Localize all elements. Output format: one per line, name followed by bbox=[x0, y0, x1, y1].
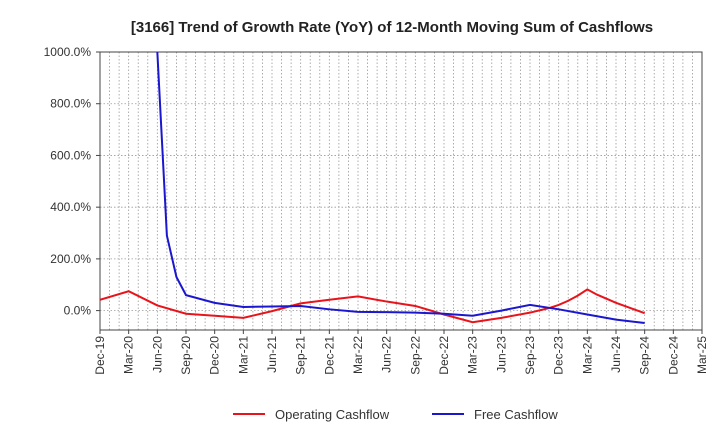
x-tick-label: Dec-24 bbox=[666, 336, 680, 375]
x-tick-label: Mar-22 bbox=[351, 336, 365, 374]
x-tick-label: Mar-20 bbox=[122, 336, 136, 374]
x-tick-label: Jun-20 bbox=[150, 336, 164, 373]
x-tick-label: Mar-24 bbox=[580, 336, 594, 374]
x-tick-label: Mar-25 bbox=[695, 336, 709, 374]
x-axis: Dec-19 Mar-20 Jun-20 Sep-20 Dec-20 Mar-21 Jun-… bbox=[93, 330, 709, 375]
x-tick-label: Jun-24 bbox=[609, 336, 623, 373]
series-line-free-cashflow bbox=[156, 52, 645, 325]
x-tick-label: Sep-20 bbox=[179, 336, 193, 375]
x-tick-label: Mar-21 bbox=[236, 336, 250, 374]
y-tick-label: 800.0% bbox=[50, 97, 91, 111]
series-lines bbox=[100, 52, 646, 325]
y-tick-label: 400.0% bbox=[50, 200, 91, 214]
series-line-operating-cashflow bbox=[100, 288, 646, 324]
x-tick-label: Sep-21 bbox=[294, 336, 308, 375]
x-tick-label: Sep-23 bbox=[523, 336, 537, 375]
y-tick-label: 200.0% bbox=[50, 252, 91, 266]
x-tick-label: Jun-23 bbox=[494, 336, 508, 373]
plot-area bbox=[99, 51, 703, 331]
x-tick-label: Jun-22 bbox=[380, 336, 394, 373]
y-tick-label: 600.0% bbox=[50, 148, 91, 162]
x-tick-label: Dec-22 bbox=[437, 336, 451, 375]
y-tick-label: 1000.0% bbox=[44, 45, 92, 59]
x-tick-label: Dec-23 bbox=[552, 336, 566, 375]
legend-label-operating-cashflow: Operating Cashflow bbox=[275, 407, 390, 422]
y-axis: 1000.0% 800.0% 600.0% 400.0% 200.0% 0.0% bbox=[44, 45, 100, 318]
x-tick-label: Dec-21 bbox=[322, 336, 336, 375]
x-tick-label: Jun-21 bbox=[265, 336, 279, 373]
y-tick-label: 0.0% bbox=[64, 304, 92, 318]
chart-title: [3166] Trend of Growth Rate (YoY) of 12-… bbox=[131, 19, 653, 36]
x-tick-label: Mar-23 bbox=[466, 336, 480, 374]
legend: Operating Cashflow Free Cashflow bbox=[233, 407, 558, 422]
x-tick-label: Dec-20 bbox=[208, 336, 222, 375]
grid bbox=[100, 51, 702, 330]
legend-label-free-cashflow: Free Cashflow bbox=[474, 407, 558, 422]
x-tick-label: Sep-24 bbox=[638, 336, 652, 375]
x-tick-label: Sep-22 bbox=[408, 336, 422, 375]
x-tick-label: Dec-19 bbox=[93, 336, 107, 375]
